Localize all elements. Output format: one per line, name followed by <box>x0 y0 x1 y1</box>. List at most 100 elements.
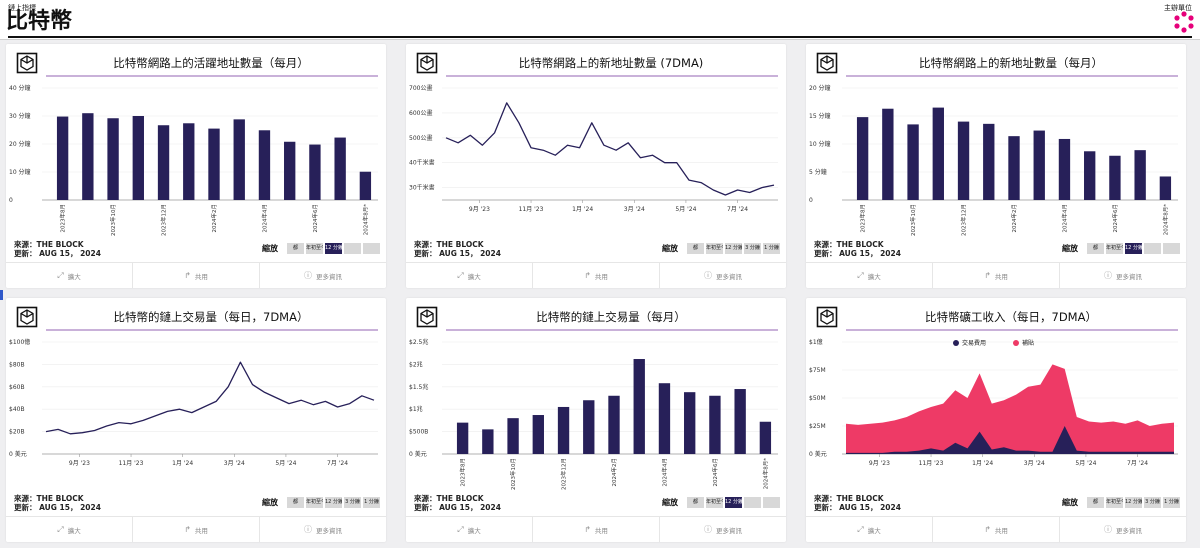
bar[interactable] <box>56 116 69 200</box>
bar[interactable] <box>359 171 372 200</box>
share-icon: ↱ <box>984 271 991 280</box>
bar[interactable] <box>1134 150 1146 200</box>
zoom-button[interactable]: 都 <box>287 497 304 508</box>
series-line[interactable] <box>445 102 775 196</box>
zoom-button[interactable]: 都 <box>687 243 704 254</box>
expand-button[interactable]: ⤢ 擴大 <box>806 263 933 288</box>
zoom-button[interactable]: 12 分鐘 <box>325 243 342 254</box>
sponsor-logo[interactable] <box>1173 11 1195 33</box>
bar[interactable] <box>258 130 271 200</box>
share-button[interactable]: ↱ 共用 <box>933 517 1060 542</box>
bar[interactable] <box>856 117 869 200</box>
bar[interactable] <box>183 123 195 200</box>
more-info-button[interactable]: ⓘ 更多資訊 <box>660 517 786 542</box>
x-tick-label: 2023年12月 <box>160 204 168 236</box>
share-button[interactable]: ↱ 共用 <box>533 517 660 542</box>
more-info-button[interactable]: ⓘ 更多資訊 <box>1060 263 1186 288</box>
bar[interactable] <box>157 125 170 200</box>
source-label: 來源：THE BLOCK <box>814 494 884 503</box>
bar[interactable] <box>334 137 346 200</box>
zoom-button[interactable] <box>763 497 780 508</box>
zoom-button[interactable] <box>1144 243 1161 254</box>
zoom-button[interactable]: 1 分鐘 <box>363 497 380 508</box>
bar[interactable] <box>82 113 94 200</box>
area-subsidy[interactable] <box>846 364 1174 454</box>
zoom-button[interactable]: 1 分鐘 <box>1163 497 1180 508</box>
legend-label[interactable]: 補貼 <box>1022 339 1034 347</box>
bar[interactable] <box>309 144 321 200</box>
bar[interactable] <box>583 400 595 454</box>
expand-button[interactable]: ⤢ 擴大 <box>6 263 133 288</box>
zoom-button[interactable]: 12 分鐘 <box>1125 497 1142 508</box>
bar[interactable] <box>709 395 721 454</box>
more-info-button[interactable]: ⓘ 更多資訊 <box>260 517 386 542</box>
share-button[interactable]: ↱ 共用 <box>133 263 260 288</box>
bar[interactable] <box>608 395 620 454</box>
bar[interactable] <box>759 421 772 454</box>
bar[interactable] <box>1058 138 1071 200</box>
zoom-button[interactable]: 3 分鐘 <box>1144 497 1161 508</box>
bar[interactable] <box>1159 176 1172 200</box>
bar[interactable] <box>284 141 296 200</box>
bar[interactable] <box>882 108 894 200</box>
more-info-button[interactable]: ⓘ 更多資訊 <box>660 263 786 288</box>
expand-button[interactable]: ⤢ 擴大 <box>6 517 133 542</box>
bar[interactable] <box>507 418 519 454</box>
zoom-button[interactable]: 3 分鐘 <box>744 243 761 254</box>
bar[interactable] <box>482 429 494 454</box>
zoom-button[interactable]: 1 分鐘 <box>763 243 780 254</box>
x-tick-label: 2024年8月* <box>761 458 769 489</box>
bar[interactable] <box>658 383 671 454</box>
zoom-button[interactable] <box>363 243 380 254</box>
zoom-button[interactable] <box>744 497 761 508</box>
share-button[interactable]: ↱ 共用 <box>533 263 660 288</box>
zoom-button[interactable] <box>1163 243 1180 254</box>
share-button[interactable]: ↱ 共用 <box>133 517 260 542</box>
bar[interactable] <box>132 116 144 200</box>
more-info-button[interactable]: ⓘ 更多資訊 <box>1060 517 1186 542</box>
zoom-button[interactable]: 都 <box>687 497 704 508</box>
share-button[interactable]: ↱ 共用 <box>933 263 1060 288</box>
legend-label[interactable]: 交易費用 <box>962 339 986 347</box>
zoom-button[interactable]: 年初至今 <box>706 497 723 508</box>
bar[interactable] <box>208 128 220 200</box>
bar[interactable] <box>684 392 696 454</box>
zoom-button[interactable]: 12 分鐘 <box>725 497 742 508</box>
zoom-button[interactable]: 都 <box>1087 243 1104 254</box>
zoom-button[interactable]: 年初至今 <box>1106 497 1123 508</box>
zoom-button[interactable]: 都 <box>1087 497 1104 508</box>
bar[interactable] <box>233 119 245 200</box>
more-info-button[interactable]: ⓘ 更多資訊 <box>260 263 386 288</box>
chart-title: 比特幣網路上的新地址數量 (7DMA) <box>518 56 704 70</box>
series-line[interactable] <box>45 361 375 435</box>
zoom-button[interactable]: 3 分鐘 <box>344 497 361 508</box>
zoom-button[interactable]: 12 分鐘 <box>325 497 342 508</box>
bar[interactable] <box>932 107 944 200</box>
bar[interactable] <box>633 359 645 454</box>
bar[interactable] <box>1109 155 1121 200</box>
bar[interactable] <box>1033 130 1045 200</box>
zoom-button[interactable]: 12 分鐘 <box>725 243 742 254</box>
zoom-button[interactable]: 年初至今 <box>706 243 723 254</box>
zoom-button[interactable]: 12 分鐘 <box>1125 243 1142 254</box>
expand-button[interactable]: ⤢ 擴大 <box>406 517 533 542</box>
bar[interactable] <box>107 118 119 200</box>
bar[interactable] <box>557 406 570 454</box>
bar[interactable] <box>734 389 746 454</box>
zoom-button[interactable]: 年初至今 <box>306 497 323 508</box>
bar[interactable] <box>907 124 919 200</box>
bar[interactable] <box>957 121 970 200</box>
zoom-button[interactable]: 年初至今 <box>1106 243 1123 254</box>
expand-button[interactable]: ⤢ 擴大 <box>406 263 533 288</box>
bar[interactable] <box>532 415 544 454</box>
bar[interactable] <box>1008 136 1020 200</box>
zoom-button[interactable]: 都 <box>287 243 304 254</box>
zoom-button[interactable] <box>344 243 361 254</box>
expand-button[interactable]: ⤢ 擴大 <box>806 517 933 542</box>
bar[interactable] <box>983 123 995 200</box>
zoom-button[interactable]: 年初至今 <box>306 243 323 254</box>
bar[interactable] <box>1084 151 1096 200</box>
y-tick-label: $75M <box>809 367 826 374</box>
bar[interactable] <box>456 422 469 454</box>
y-tick-label: 0 美元 <box>809 450 827 458</box>
